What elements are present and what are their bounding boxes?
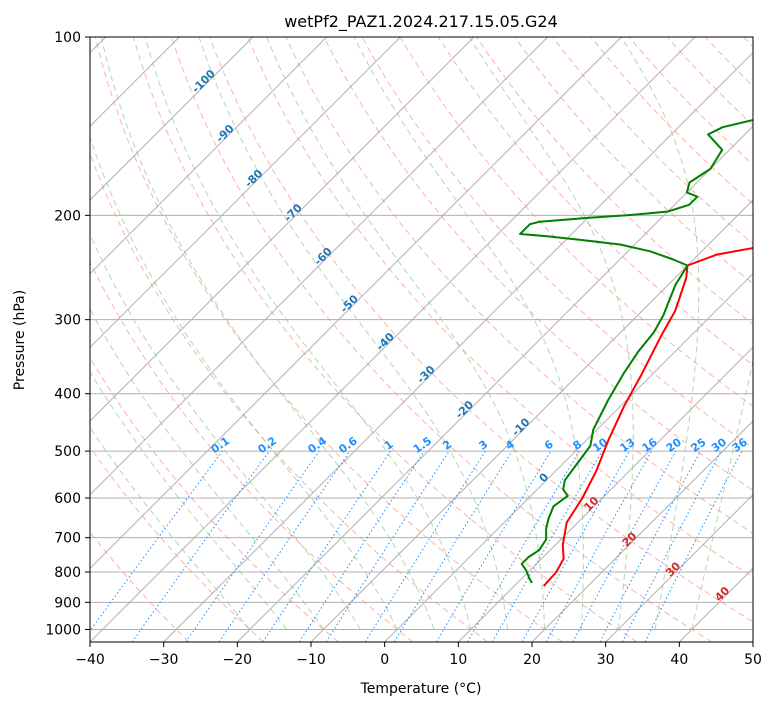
- x-axis: −40 −30 −20 −10 0 10 20 30 40 50: [75, 642, 762, 668]
- mixing-ratio-line: [262, 450, 392, 642]
- dry-adiabat-line: [361, 37, 753, 449]
- isotherm-line: [90, 37, 401, 349]
- x-tick-label: 10: [449, 652, 467, 668]
- mixing-ratio-line: [572, 450, 677, 642]
- dry-adiabat-line: [399, 37, 753, 407]
- isotherm-line: [752, 641, 753, 642]
- isotherm-line: [163, 51, 753, 642]
- isotherm-line: [90, 37, 328, 275]
- dry-adiabat-line: [90, 260, 414, 642]
- mixing-ratio-line: [298, 450, 425, 642]
- y-tick-label: 900: [54, 595, 81, 611]
- isotherm-line: [236, 125, 753, 642]
- moist-adiabat-line: [353, 37, 584, 630]
- x-tick-label: 20: [523, 652, 541, 668]
- dry-adiabat-line: [132, 37, 638, 642]
- dry-adiabat-line: [628, 37, 753, 166]
- profiles: [519, 118, 753, 587]
- moist-adiabat-line: [198, 37, 509, 630]
- moist-adiabat-line: [266, 37, 546, 630]
- x-tick-label: −20: [223, 652, 253, 668]
- x-tick-label: −40: [75, 652, 105, 668]
- moist-adiabat-line: [90, 308, 325, 630]
- moist-adiabat-line: [144, 37, 472, 630]
- y-axis-label: Pressure (hPa): [12, 290, 28, 390]
- y-tick-label: 200: [54, 208, 81, 224]
- dry-adiabat-line: [90, 446, 264, 642]
- x-tick-label: 50: [744, 652, 762, 668]
- dry-adiabat-line: [94, 37, 563, 642]
- mixing-ratio-line: [325, 450, 450, 642]
- chart-title: wetPf2_PAZ1.2024.217.15.05.G24: [284, 12, 558, 32]
- moist-adiabat-line: [90, 232, 361, 630]
- mixing-ratio-line: [393, 450, 513, 642]
- y-tick-label: 400: [54, 387, 81, 403]
- x-tick-label: 40: [670, 652, 688, 668]
- isotherm-line: [90, 37, 549, 496]
- x-tick-label: 0: [380, 652, 389, 668]
- moist-adiabat-line: [90, 135, 398, 630]
- isotherm-line: [457, 346, 753, 642]
- dry-adiabat-line: [323, 37, 753, 491]
- y-tick-label: 500: [54, 444, 81, 460]
- dry-adiabat-line: [514, 37, 753, 285]
- x-axis-label: Temperature (°C): [360, 681, 482, 697]
- isotherm-line: [605, 493, 753, 642]
- mixing-ratio-line: [644, 450, 743, 642]
- plot-frame: [89, 36, 754, 643]
- temperature-profile-line: [542, 247, 753, 587]
- isotherm-line: [384, 272, 753, 642]
- y-tick-label: 300: [54, 313, 81, 329]
- y-axis: 100 200 300 400 500 600 700 800 900 1000: [45, 30, 90, 638]
- x-tick-label: 30: [597, 652, 615, 668]
- y-tick-label: 800: [54, 565, 81, 581]
- isotherm-line: [90, 37, 622, 570]
- moist-adiabat-line: [691, 358, 753, 630]
- mixing-ratio-line: [521, 450, 630, 642]
- moist-adiabat-line: [100, 37, 435, 630]
- mixing-ratio-line: [218, 450, 351, 642]
- dewpoint-profile-line: [519, 118, 753, 584]
- moist-adiabat-line: [90, 370, 288, 630]
- y-tick-label: 700: [54, 531, 81, 547]
- dry-adiabat-line: [247, 37, 753, 578]
- isotherm-line: [531, 420, 753, 642]
- y-tick-label: 1000: [45, 622, 81, 638]
- background-lines: [90, 37, 753, 642]
- isotherm-line: [90, 37, 254, 201]
- dry-adiabat-line: [476, 37, 753, 325]
- x-tick-label: −30: [149, 652, 179, 668]
- x-tick-label: −10: [296, 652, 326, 668]
- mixing-ratio-line: [545, 450, 653, 642]
- moist-adiabat-line: [90, 426, 251, 630]
- moist-adiabat-line: [620, 37, 700, 630]
- y-tick-label: 600: [54, 491, 81, 507]
- mixing-ratio-line: [131, 450, 270, 642]
- isotherm-line: [90, 37, 475, 422]
- dry-adiabat-line: [209, 37, 753, 623]
- mixing-ratio-line: [185, 450, 320, 642]
- plot-background: [90, 37, 753, 642]
- y-tick-label: 100: [54, 30, 81, 46]
- isotherm-line: [90, 37, 696, 642]
- moist-adiabat-line: [469, 37, 634, 630]
- mixing-ratio-line: [90, 450, 223, 632]
